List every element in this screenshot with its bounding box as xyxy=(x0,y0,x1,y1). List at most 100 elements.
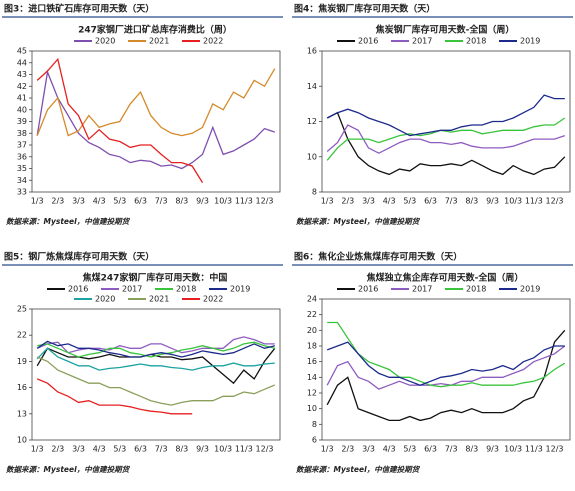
source-note: 数据来源：Mysteel，中信建投期货 xyxy=(6,465,131,474)
y-tick-label: 6 xyxy=(312,436,317,445)
y-tick-label: 14 xyxy=(307,373,317,382)
x-tick-label: 6/3 xyxy=(134,445,147,454)
series-line xyxy=(326,117,566,161)
legend-label: 2018 xyxy=(466,285,486,294)
series-line xyxy=(326,94,565,137)
y-tick-label: 14 xyxy=(307,82,317,91)
y-tick-label: 16 xyxy=(17,383,27,392)
x-tick-label: 9/3 xyxy=(486,445,499,454)
x-tick-label: 10/3 xyxy=(504,197,522,206)
x-tick-label: 11/3 xyxy=(525,445,543,454)
y-tick-label: 33 xyxy=(17,188,27,197)
y-tick-label: 34 xyxy=(17,176,27,185)
series-line xyxy=(36,68,276,137)
y-tick-label: 39 xyxy=(17,117,27,126)
x-tick-label: 11/3 xyxy=(525,197,543,206)
series-line xyxy=(326,345,566,390)
source-note: 数据来源：Mysteel，中信建投期货 xyxy=(6,217,131,226)
x-tick-label: 9/3 xyxy=(486,197,499,206)
x-tick-label: 5/3 xyxy=(113,197,126,206)
x-tick-label: 6/3 xyxy=(134,197,147,206)
y-tick-label: 16 xyxy=(307,47,317,56)
x-tick-label: 10/3 xyxy=(504,445,522,454)
x-tick-label: 12/3 xyxy=(256,445,274,454)
x-tick-label: 10/3 xyxy=(214,445,232,454)
legend-label: 2019 xyxy=(520,285,540,294)
y-tick-label: 8 xyxy=(312,420,317,429)
x-tick-label: 3/3 xyxy=(72,445,85,454)
x-tick-label: 4/3 xyxy=(93,197,106,206)
x-tick-label: 1/3 xyxy=(321,445,334,454)
series-line xyxy=(326,329,566,422)
figure-caption: 图6：焦化企业炼焦煤库存可用天数（天） xyxy=(294,251,462,263)
x-tick-label: 9/3 xyxy=(196,445,209,454)
x-tick-label: 11/3 xyxy=(235,197,253,206)
chart-title: 焦煤独立焦企库存可用天数-全国（周） xyxy=(366,272,524,284)
series-line xyxy=(36,69,276,170)
x-tick-label: 1/3 xyxy=(31,197,44,206)
legend-label: 2020 xyxy=(95,37,115,46)
x-tick-label: 1/3 xyxy=(31,445,44,454)
x-tick-label: 1/3 xyxy=(321,197,334,206)
y-tick-label: 13 xyxy=(17,409,27,418)
y-tick-label: 38 xyxy=(17,129,27,138)
legend-label: 2021 xyxy=(149,37,169,46)
x-tick-label: 6/3 xyxy=(424,445,437,454)
series-line xyxy=(36,336,275,354)
x-tick-label: 12/3 xyxy=(546,445,564,454)
figure-caption: 图5：钢厂炼焦煤库存可用天数（天） xyxy=(4,251,154,263)
y-tick-label: 18 xyxy=(307,342,317,351)
legend-label: 2019 xyxy=(520,37,540,46)
x-tick-label: 12/3 xyxy=(546,197,564,206)
x-tick-label: 4/3 xyxy=(383,445,396,454)
source-note: 数据来源：Mysteel，中信建投期货 xyxy=(296,465,421,474)
series-line xyxy=(326,341,565,386)
x-tick-label: 3/3 xyxy=(362,445,375,454)
x-tick-label: 12/3 xyxy=(256,197,274,206)
x-tick-label: 2/3 xyxy=(341,445,354,454)
chart-title: 247家钢厂进口矿总库存消费比（周） xyxy=(78,24,232,36)
series-line xyxy=(36,356,276,406)
series-line xyxy=(36,347,275,371)
series-line xyxy=(326,124,566,154)
x-tick-label: 5/3 xyxy=(113,445,126,454)
figure-caption: 图3：进口铁矿石库存可用天数（天） xyxy=(4,3,154,15)
figure-caption: 图4：焦炭钢厂库存可用天数（天） xyxy=(294,3,435,15)
y-tick-label: 42 xyxy=(17,82,27,91)
legend-label: 2019 xyxy=(230,285,250,294)
series-line xyxy=(36,378,193,415)
x-tick-label: 7/3 xyxy=(155,197,168,206)
legend-label: 2018 xyxy=(176,285,196,294)
y-tick-label: 10 xyxy=(307,404,317,413)
y-tick-label: 41 xyxy=(17,94,27,103)
legend-label: 2021 xyxy=(149,295,169,304)
plot-frame xyxy=(321,50,571,193)
x-tick-label: 2/3 xyxy=(51,445,64,454)
y-tick-label: 10 xyxy=(307,152,317,161)
legend-label: 2016 xyxy=(358,37,378,46)
x-tick-label: 5/3 xyxy=(403,445,416,454)
y-tick-label: 36 xyxy=(17,152,27,161)
y-tick-label: 22 xyxy=(17,331,27,340)
x-tick-label: 3/3 xyxy=(362,197,375,206)
y-tick-label: 12 xyxy=(307,389,317,398)
y-tick-label: 40 xyxy=(17,105,27,114)
y-tick-label: 24 xyxy=(307,295,317,304)
plot-frame xyxy=(31,308,281,441)
chart-title: 焦炭钢厂库存可用天数-全国（周） xyxy=(375,24,515,36)
source-note: 数据来源：Mysteel，中信建投期货 xyxy=(296,217,421,226)
y-tick-label: 20 xyxy=(307,326,317,335)
legend-label: 2016 xyxy=(68,285,88,294)
x-tick-label: 8/3 xyxy=(175,445,188,454)
x-tick-label: 8/3 xyxy=(465,197,478,206)
x-tick-label: 9/3 xyxy=(196,197,209,206)
series-line xyxy=(327,321,566,388)
x-tick-label: 7/3 xyxy=(445,197,458,206)
x-tick-label: 4/3 xyxy=(383,197,396,206)
y-tick-label: 25 xyxy=(17,305,27,314)
y-tick-label: 45 xyxy=(17,47,27,56)
y-tick-label: 8 xyxy=(312,188,317,197)
chart-title: 焦煤247家钢厂库存可用天数：中国 xyxy=(82,272,228,284)
x-tick-label: 10/3 xyxy=(214,197,232,206)
